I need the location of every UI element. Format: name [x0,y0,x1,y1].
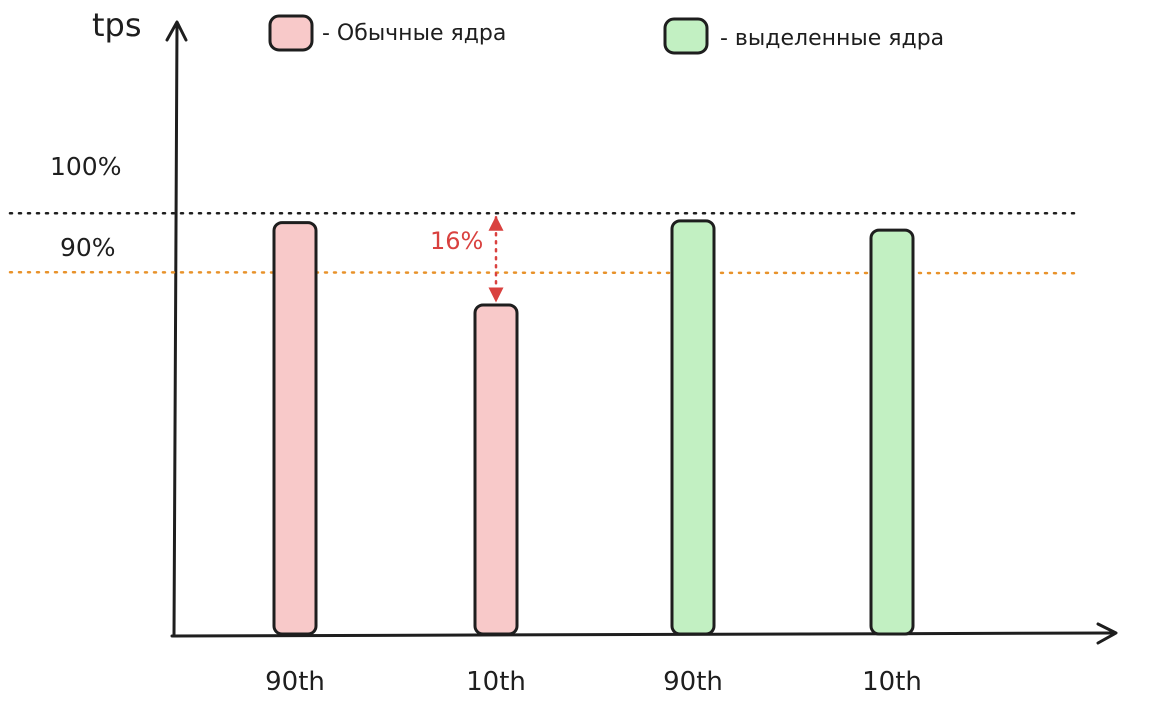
y-axis-label: tps [92,6,142,44]
legend-swatch-regular [268,14,314,52]
y-axis-arrowhead [165,20,188,42]
x-tick-label-0: 90th [265,667,325,697]
bars-group [272,219,915,636]
x-axis-arrowhead [1096,622,1118,645]
bar-0 [272,221,318,636]
x-axis-line [170,631,1114,638]
bar-2 [670,219,716,636]
bar-3 [869,228,915,636]
reference-label-100: 100% [50,152,121,181]
x-tick-label-3: 10th [862,667,922,697]
legend-swatch-dedicated [663,17,709,55]
legend-label-regular: - Обычные ядра [322,21,506,46]
x-tick-label-2: 90th [663,667,723,697]
y-axis-line [172,22,179,638]
legend-label-dedicated: - выделенные ядра [720,26,944,51]
reference-line-90 [8,270,1077,275]
bar-1 [473,303,519,636]
x-tick-labels: 90th 10th 90th 10th [265,667,922,697]
annotation-label: 16% [430,227,483,255]
reference-label-90: 90% [60,233,116,262]
x-tick-label-1: 10th [466,667,526,697]
